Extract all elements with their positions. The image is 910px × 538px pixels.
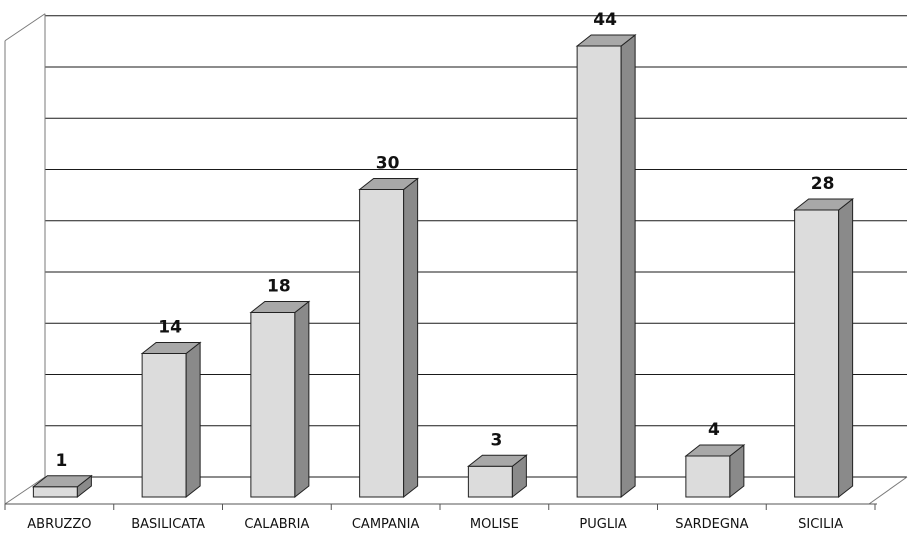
bar-sicilia: [793, 197, 855, 499]
value-label: 4: [708, 420, 720, 440]
bar-molise: [466, 454, 528, 499]
bar-side-face: [620, 33, 636, 499]
bar-abruzzo: [31, 474, 93, 499]
bar-top-face: [31, 475, 93, 488]
value-label: 14: [158, 318, 182, 338]
bar-top-face: [466, 454, 528, 467]
bar-side-face: [294, 300, 310, 499]
bar-front-face: [467, 465, 513, 498]
bar-basilicata: [140, 341, 202, 499]
category-labels: ABRUZZO BASILICATA CALABRIA CAMPANIA MOLISE P…: [27, 517, 843, 532]
category-label: ABRUZZO: [27, 517, 91, 532]
bar-calabria: [249, 300, 311, 499]
category-label: CAMPANIA: [352, 517, 420, 532]
floor-right-edge: [868, 476, 908, 505]
category-label: MOLISE: [470, 517, 519, 532]
bar-top-face: [793, 198, 855, 211]
bar-top-face: [358, 178, 420, 190]
bar-front-face: [250, 312, 296, 498]
value-label: 18: [267, 277, 291, 297]
value-label: 44: [593, 10, 617, 30]
bar-front-face: [359, 189, 405, 498]
value-label: 3: [490, 430, 502, 450]
bar-front-face: [794, 209, 840, 498]
bar-top-face: [684, 444, 746, 457]
bar-sardegna: [684, 443, 746, 499]
bar-front-face: [685, 455, 731, 498]
x-axis: [4, 503, 877, 510]
bar-campania: [358, 177, 420, 499]
value-label: 1: [55, 451, 67, 471]
bar-puglia: [575, 33, 637, 499]
back-wall-edges: [4, 13, 908, 505]
value-label: 30: [376, 154, 400, 174]
bar-side-face: [838, 197, 854, 499]
bar-front-face: [576, 45, 622, 498]
side-wall-top-edge: [4, 13, 46, 42]
bar-front-face: [32, 486, 78, 498]
category-label: SICILIA: [798, 517, 843, 532]
value-label: 28: [811, 174, 835, 194]
category-label: PUGLIA: [579, 517, 627, 532]
floor-edge: [4, 476, 46, 505]
bar-top-face: [140, 342, 202, 354]
category-label: CALABRIA: [244, 517, 309, 532]
category-label: SARDEGNA: [675, 517, 748, 532]
bar-side-face: [403, 177, 419, 499]
bar-front-face: [141, 353, 187, 498]
bar-top-face: [249, 301, 311, 313]
bars: [31, 33, 855, 499]
category-label: BASILICATA: [131, 517, 205, 532]
bar-top-face: [575, 34, 637, 47]
bar-side-face: [185, 341, 201, 499]
